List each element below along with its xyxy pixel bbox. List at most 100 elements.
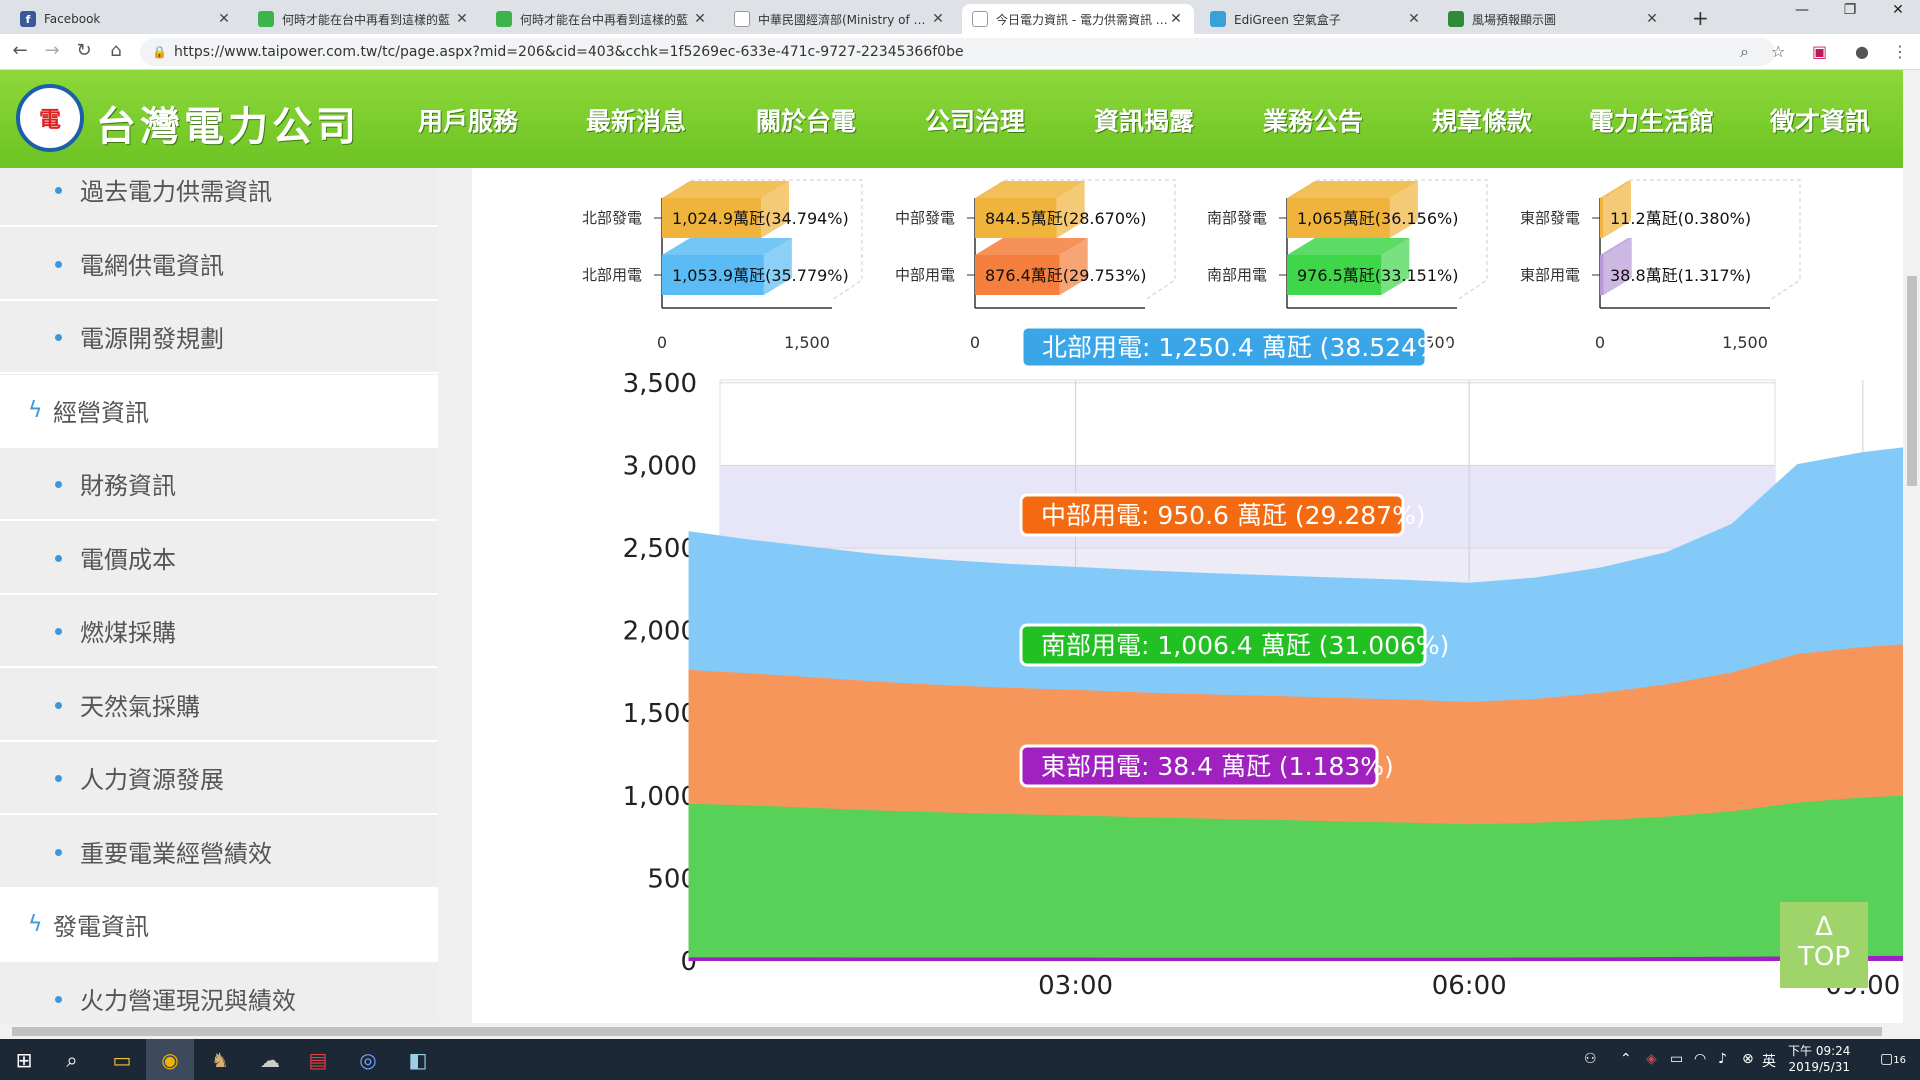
browser-tab[interactable]: 何時才能在台中再看到這樣的藍 ✕ (248, 4, 480, 34)
sidebar-item[interactable]: 電源開發規劃 (0, 301, 438, 374)
sidebar-item[interactable]: 天然氣採購 (0, 669, 438, 742)
sidebar-item[interactable]: 人力資源發展 (0, 742, 438, 815)
sidebar-category[interactable]: ϟ 發電資訊 (0, 889, 438, 962)
nav-item[interactable]: 公司治理 (925, 107, 1026, 136)
volume-icon[interactable]: ♪ (1718, 1051, 1727, 1067)
ime-mode-icon[interactable]: 英 (1762, 1054, 1776, 1070)
minimize-button[interactable]: — (1795, 2, 1809, 18)
bar-value-label: 1,053.9萬瓩(35.779%) (672, 266, 849, 285)
tab-close-icon[interactable]: ✕ (932, 11, 944, 27)
menu-icon[interactable]: ⋮ (1892, 42, 1908, 61)
bar-top-face (662, 181, 790, 198)
vertical-scrollbar[interactable] (1903, 70, 1920, 1023)
region-bar-group: 北部發電 1,024.9萬瓩(34.794%) 北部用電 1,053.9萬瓩(35.7… (582, 179, 863, 352)
new-tab-button[interactable]: + (1692, 6, 1709, 30)
horizontal-scrollbar[interactable] (0, 1023, 1920, 1039)
tooltip-box (1019, 744, 1379, 788)
tab-close-icon[interactable]: ✕ (1646, 11, 1658, 27)
forward-icon[interactable]: → (44, 40, 60, 61)
address-bar[interactable]: 🔒 https://www.taipower.com.tw/tc/page.as… (140, 38, 1775, 66)
series-tooltip: 南部用電: 1,006.4 萬瓩 (31.006%) (1019, 623, 1449, 667)
vertical-scroll-thumb[interactable] (1907, 276, 1917, 486)
bar-side-face (1056, 181, 1085, 238)
sidebar-item[interactable]: 火力營運現況與績效 (0, 963, 438, 1024)
bar-top-face (1600, 181, 1631, 198)
tab-close-icon[interactable]: ✕ (1170, 11, 1182, 27)
taskbar-clock[interactable]: 下午 09:24 2019/5/31 (1788, 1043, 1850, 1075)
battery-icon[interactable]: ▭ (1670, 1051, 1684, 1067)
maximize-button[interactable]: ❐ (1843, 2, 1857, 18)
nav-item[interactable]: 業務公告 (1263, 107, 1364, 136)
bar-value-label: 11.2萬瓩(0.380%) (1610, 209, 1751, 228)
home-icon[interactable]: ⌂ (110, 40, 122, 61)
bar-top-face (975, 238, 1088, 255)
notification-count: 16 (1893, 1055, 1906, 1066)
notification-icon[interactable]: ▢16 (1880, 1051, 1906, 1067)
series-tooltip: 北部用電: 1,250.4 萬瓩 (38.524%) (1020, 325, 1450, 369)
tab-title: Facebook (44, 12, 101, 26)
power-chart-area: 北部發電 1,024.9萬瓩(34.794%) 北部用電 1,053.9萬瓩(35.7… (582, 179, 1903, 1001)
chrome-icon[interactable]: ◉ (146, 1039, 194, 1080)
site-name[interactable]: 台灣電力公司 (96, 103, 360, 150)
app-icon-3[interactable]: ▤ (308, 1047, 328, 1072)
close-window-button[interactable]: ✕ (1892, 2, 1904, 18)
search-icon[interactable]: ⌕ (66, 1047, 78, 1072)
wifi-icon[interactable]: ◠ (1694, 1051, 1707, 1067)
nav-item[interactable]: 最新消息 (586, 107, 687, 136)
profile-icon[interactable]: ● (1855, 42, 1869, 61)
back-icon[interactable]: ← (12, 40, 28, 61)
main-content: 北部發電 1,024.9萬瓩(34.794%) 北部用電 1,053.9萬瓩(35.7… (472, 168, 1903, 1023)
sidebar-item[interactable]: 燃煤採購 (0, 595, 438, 668)
extension-icon[interactable]: ▣ (1812, 42, 1828, 61)
bar-front-face (975, 198, 1057, 238)
browser-tab[interactable]: f Facebook ✕ (10, 4, 242, 34)
zoom-icon[interactable]: ⌕ (1740, 42, 1749, 61)
app-icon-5[interactable]: ◧ (408, 1047, 428, 1072)
tab-title: 何時才能在台中再看到這樣的藍 (282, 12, 451, 27)
sidebar-item-label: 火力營運現況與績效 (80, 986, 296, 1015)
people-icon[interactable]: ⚇ (1584, 1051, 1597, 1067)
taipower-logo-icon[interactable]: 電 (16, 84, 84, 152)
nav-item[interactable]: 資訊揭露 (1094, 107, 1195, 136)
app-icon-2[interactable]: ☁ (260, 1047, 280, 1072)
browser-tab[interactable]: EdiGreen 空氣盒子 ✕ (1200, 4, 1432, 34)
nav-item[interactable]: 徵才資訊 (1770, 107, 1871, 136)
bar-value-label: 876.4萬瓩(29.753%) (985, 266, 1146, 285)
bookmark-star-icon[interactable]: ☆ (1771, 42, 1786, 61)
nav-item[interactable]: 用戶服務 (418, 107, 519, 136)
file-explorer-icon[interactable]: ▭ (112, 1047, 132, 1072)
tray-chevron-icon[interactable]: ⌃ (1620, 1051, 1632, 1067)
tab-close-icon[interactable]: ✕ (694, 11, 706, 27)
browser-tab[interactable]: 何時才能在台中再看到這樣的藍 ✕ (486, 4, 718, 34)
tab-close-icon[interactable]: ✕ (1408, 11, 1420, 27)
browser-tab[interactable]: 中華民國經濟部(Ministry of Econ ✕ (724, 4, 956, 34)
browser-tab-strip: f Facebook ✕ 何時才能在台中再看到這樣的藍 ✕ 何時才能在台中再看到這樣的藍 ✕… (0, 0, 1920, 34)
sidebar-item[interactable]: 電價成本 (0, 522, 438, 595)
sidebar-category[interactable]: ϟ 經營資訊 (0, 374, 438, 448)
windows-start-icon[interactable]: ⊞ (15, 1047, 33, 1072)
url-text: https://www.taipower.com.tw/tc/page.aspx… (174, 44, 964, 60)
bar-side-face (1059, 238, 1088, 295)
nav-item[interactable]: 電力生活館 (1589, 107, 1715, 136)
nav-item[interactable]: 關於台電 (756, 107, 857, 136)
app-icon-1[interactable]: ♞ (211, 1047, 229, 1072)
sidebar-item[interactable]: 過去電力供需資訊 (0, 168, 438, 227)
browser-tab[interactable]: 今日電力資訊 - 電力供需資訊 - 台 ✕ (962, 4, 1194, 34)
back-to-top-button[interactable]: Δ TOP (1780, 902, 1868, 988)
sidebar-item[interactable]: 重要電業經營績效 (0, 816, 438, 889)
bar-side-face (1603, 238, 1632, 295)
nav-item[interactable]: 規章條款 (1432, 107, 1533, 136)
sidebar-item-label: 電源開發規劃 (80, 325, 224, 353)
browser-tab[interactable]: 風場預報顯示圖 ✕ (1438, 4, 1670, 34)
ime-icon[interactable]: ⊗ (1742, 1051, 1754, 1067)
app-icon-4[interactable]: ◎ (359, 1047, 377, 1072)
area-series-south (688, 795, 1903, 961)
tab-close-icon[interactable]: ✕ (218, 11, 230, 27)
antivirus-icon[interactable]: ◈ (1646, 1051, 1657, 1067)
y-tick-label: 1,000 (623, 782, 697, 812)
sidebar-item[interactable]: 財務資訊 (0, 448, 438, 521)
horizontal-scroll-thumb[interactable] (12, 1027, 1882, 1036)
tab-close-icon[interactable]: ✕ (456, 11, 468, 27)
sidebar-item[interactable]: 電網供電資訊 (0, 228, 438, 301)
reload-icon[interactable]: ↻ (76, 40, 92, 61)
